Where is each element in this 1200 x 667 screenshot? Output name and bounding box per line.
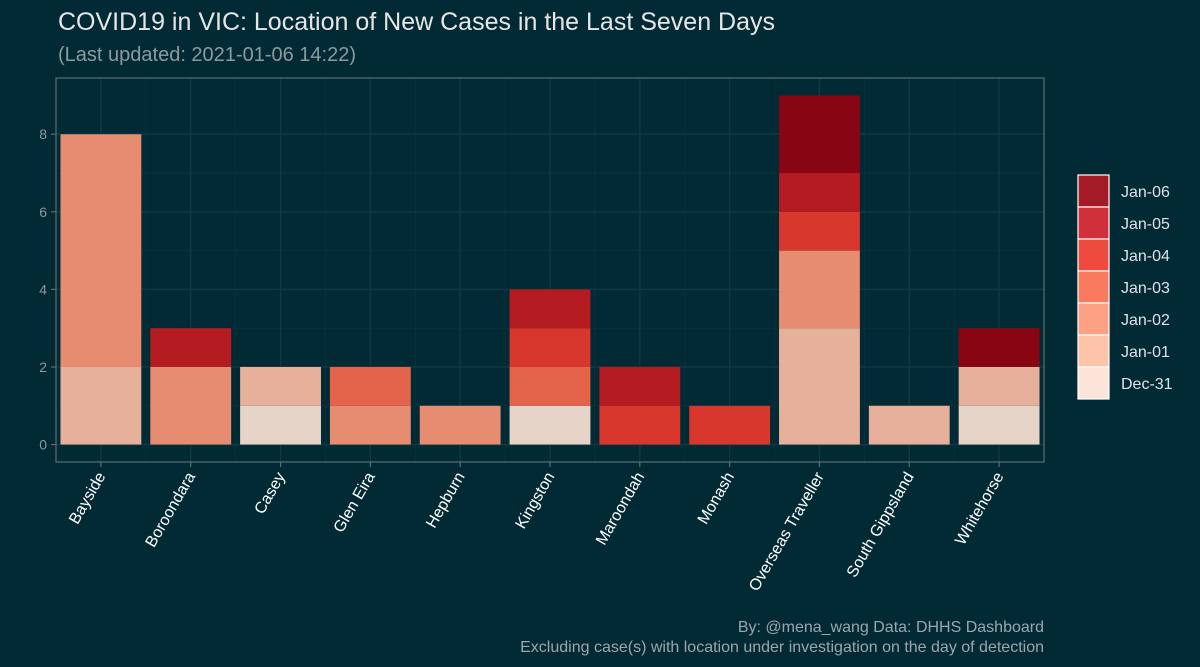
- bars: [60, 95, 1040, 445]
- chart-title: COVID19 in VIC: Location of New Cases in…: [58, 8, 776, 36]
- legend-label: Jan-03: [1121, 280, 1170, 297]
- x-tick-label: Maroondah: [593, 470, 648, 549]
- bar-segment: [599, 366, 681, 406]
- bar-segment: [689, 405, 771, 445]
- caption: By: @mena_wang Data: DHHS Dashboard Excl…: [520, 618, 1044, 658]
- bar-segment: [958, 366, 1040, 406]
- bar-segment: [329, 366, 411, 406]
- legend-swatch: [1077, 302, 1110, 336]
- caption-line-2: Excluding case(s) with location under in…: [520, 639, 1044, 656]
- bar-segment: [599, 405, 681, 445]
- bar-segment: [240, 405, 321, 445]
- bar-segment: [60, 366, 142, 445]
- bar-segment: [779, 95, 860, 174]
- x-tick-label: Bayside: [66, 469, 109, 527]
- bar-segment: [419, 405, 501, 445]
- caption-line-1: By: @mena_wang Data: DHHS Dashboard: [737, 619, 1044, 636]
- x-tick-label: Whitehorse: [952, 469, 1007, 548]
- bar-segment: [60, 134, 142, 367]
- x-tick-label: Glen Eira: [331, 469, 379, 535]
- bar-segment: [509, 328, 591, 367]
- x-tick-label: Boroondara: [143, 469, 200, 550]
- x-tick-label: Monash: [695, 470, 738, 528]
- legend-label: Jan-04: [1121, 248, 1170, 265]
- bar-segment: [150, 366, 232, 445]
- legend-label: Jan-06: [1121, 184, 1170, 201]
- y-tick-label: 4: [39, 281, 47, 297]
- legend-label: Jan-01: [1121, 344, 1170, 361]
- y-tick-label: 2: [39, 359, 47, 375]
- x-tick-label: Kingston: [513, 470, 559, 532]
- legend-swatch: [1077, 366, 1110, 400]
- bar-segment: [779, 173, 860, 212]
- legend-label: Dec-31: [1121, 376, 1173, 393]
- bar-segment: [240, 366, 321, 406]
- bar-segment: [779, 328, 860, 445]
- x-tick-label: Casey: [252, 470, 289, 518]
- bar-segment: [509, 289, 591, 329]
- y-tick-label: 0: [39, 437, 47, 453]
- legend-swatch: [1077, 334, 1110, 368]
- x-axis: Bayside Boroondara Casey Glen Eira Hepburn Ki…: [66, 462, 1008, 594]
- x-tick-label: Overseas Traveller: [746, 469, 828, 594]
- legend-label: Jan-02: [1121, 312, 1170, 329]
- bar-segment: [779, 250, 860, 329]
- legend-swatch: [1077, 174, 1110, 208]
- bar-segment: [958, 328, 1040, 367]
- bar-segment: [329, 405, 411, 445]
- x-tick-label: South Gippsland: [844, 470, 918, 581]
- bar-segment: [868, 405, 950, 445]
- bar-segment: [779, 211, 860, 251]
- y-tick-label: 6: [39, 204, 47, 220]
- chart-subtitle: (Last updated: 2021-01-06 14:22): [58, 44, 356, 66]
- legend-label: Jan-05: [1121, 216, 1170, 233]
- legend-swatch: [1077, 238, 1110, 272]
- legend: Jan-06 Jan-05 Jan-04 Jan-03 Jan-02 Jan-01 Dec-…: [1077, 174, 1173, 400]
- legend-swatch: [1077, 270, 1110, 304]
- bar-segment: [509, 366, 591, 406]
- y-axis: 0 2 4 6 8: [39, 126, 56, 453]
- bar-segment: [958, 405, 1040, 445]
- x-tick-label: Hepburn: [423, 470, 468, 532]
- bar-segment: [509, 405, 591, 445]
- y-tick-label: 8: [39, 126, 47, 142]
- bar-segment: [150, 328, 232, 367]
- legend-swatch: [1077, 206, 1110, 240]
